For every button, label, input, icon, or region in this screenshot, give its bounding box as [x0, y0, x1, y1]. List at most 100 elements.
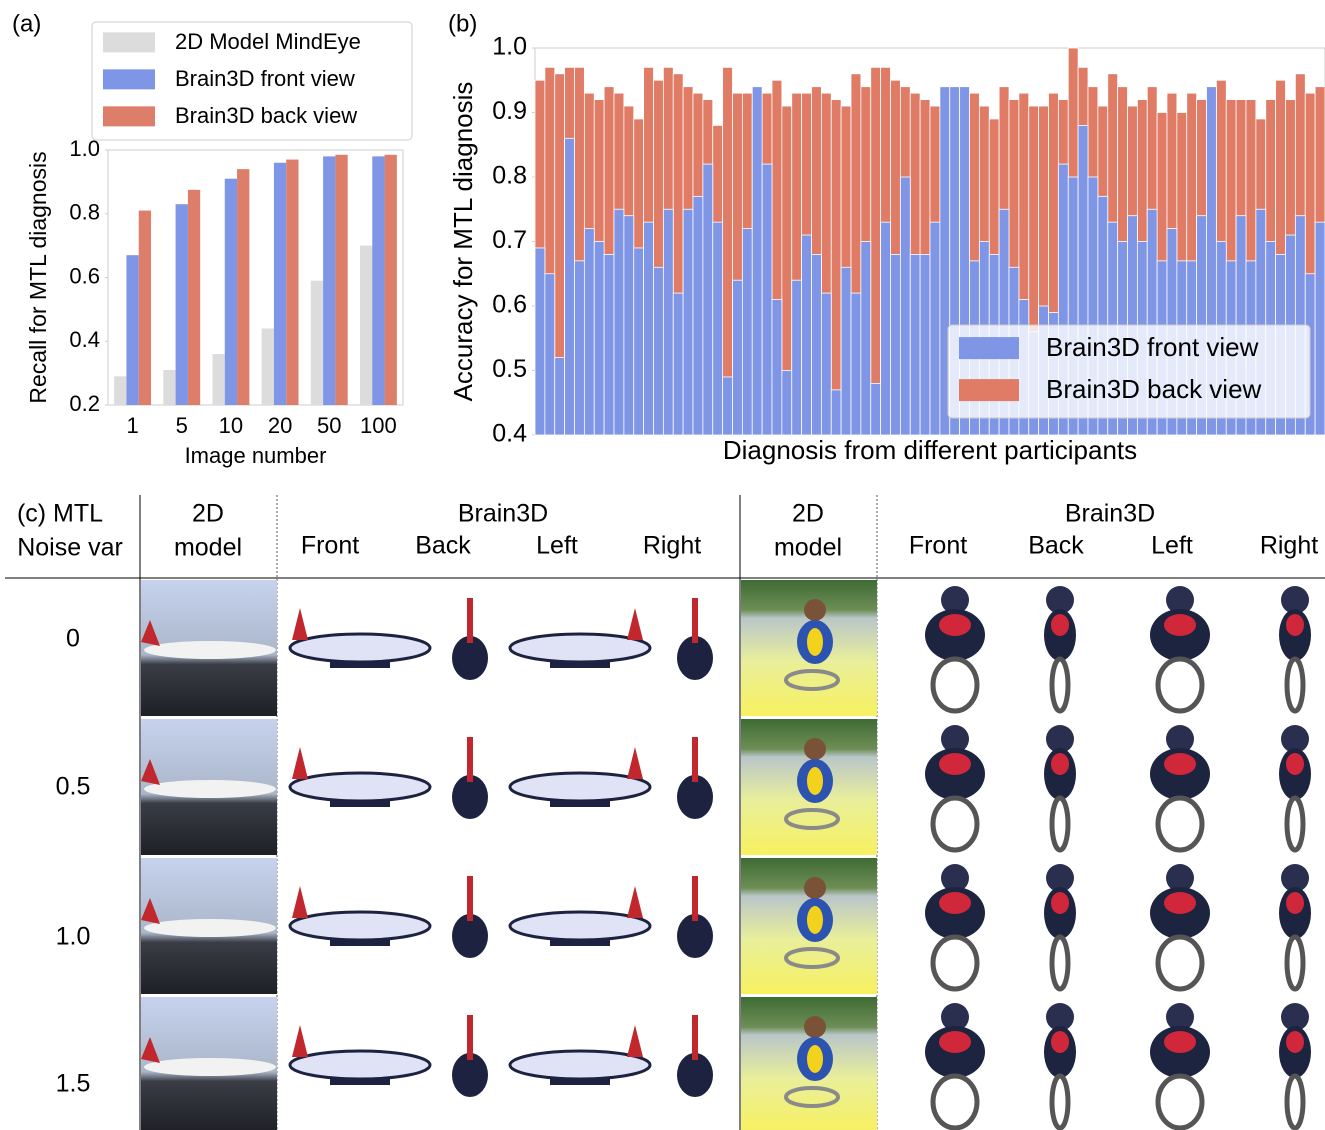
bar	[643, 221, 654, 436]
plot-frame	[107, 149, 404, 406]
plane-tail	[141, 620, 160, 646]
bar	[751, 86, 763, 436]
bar	[163, 369, 176, 405]
column-header: 2D	[792, 500, 824, 528]
panel-label: (b)	[448, 10, 477, 37]
rider-head	[1166, 864, 1194, 892]
bike-wheel	[1284, 656, 1306, 714]
bar	[702, 163, 714, 436]
legend-box	[91, 21, 413, 141]
bike-wheel	[1155, 795, 1205, 853]
rider-jersey	[939, 892, 971, 914]
bar	[534, 247, 546, 436]
bar	[712, 221, 724, 436]
bar	[682, 208, 694, 436]
rider-jersey	[1164, 1031, 1196, 1053]
legend-label: Brain3D front view	[1046, 332, 1259, 362]
plane-3d-tail	[467, 737, 473, 782]
bar	[732, 279, 743, 436]
bar	[261, 328, 274, 405]
bar	[890, 253, 901, 436]
rider-jersey	[939, 614, 971, 636]
plane-3d-gear	[550, 1079, 610, 1085]
legend-label: Brain3D back view	[1046, 374, 1262, 404]
board	[784, 1086, 840, 1108]
y-tick-label: 1.0	[492, 33, 527, 61]
plane-3d-tail	[467, 598, 473, 643]
plane-3d	[452, 1053, 488, 1097]
view-header: Front	[301, 532, 359, 560]
plane-3d-gear	[330, 1079, 390, 1085]
rider-head	[1281, 1003, 1309, 1031]
board	[784, 669, 840, 691]
person-head	[804, 1016, 826, 1038]
rider-head	[1281, 864, 1309, 892]
bar	[175, 204, 188, 405]
rider-jersey	[1286, 614, 1304, 636]
bar	[138, 210, 152, 405]
plane-tail	[141, 759, 160, 785]
y-tick-label: 0.8	[492, 162, 527, 190]
y-axis-title: Accuracy for MTL diagnosis	[448, 82, 478, 402]
bike-wheel	[930, 795, 980, 853]
rider-jersey	[1164, 753, 1196, 775]
plane-3d-tail	[467, 1015, 473, 1060]
person-vest	[807, 767, 823, 795]
rider-jersey	[1286, 1031, 1304, 1053]
row-label: 0	[66, 625, 80, 653]
plane-3d-gear	[550, 940, 610, 946]
plane-3d-tail	[467, 876, 473, 921]
bike-wheel	[1284, 1073, 1306, 1130]
view-header: Right	[643, 532, 701, 560]
rider-head	[1281, 725, 1309, 753]
bike-wheel	[1049, 656, 1071, 714]
plane-3d-gear	[330, 801, 390, 807]
image-row	[141, 858, 1311, 994]
person-vest	[807, 1045, 823, 1073]
rider-jersey	[1051, 753, 1069, 775]
plane-3d-tail	[627, 886, 643, 918]
bar	[623, 215, 635, 436]
column-header: Brain3D	[1065, 500, 1155, 528]
rider-head	[1166, 725, 1194, 753]
x-tick-label: 100	[360, 413, 397, 438]
board	[784, 808, 840, 830]
bar	[286, 159, 299, 405]
row-label: 1.5	[56, 1070, 91, 1098]
plane-3d-tail	[292, 886, 308, 918]
plane-3d	[677, 775, 713, 819]
plane-3d-tail	[627, 608, 643, 640]
image-row	[141, 997, 1311, 1130]
bar	[613, 208, 625, 436]
row-label: 0.5	[56, 773, 91, 801]
bar	[811, 253, 822, 436]
rider-head	[941, 725, 969, 753]
y-axis-title: Recall for MTL diagnosis	[25, 151, 51, 403]
bar	[909, 253, 921, 436]
bar	[633, 247, 645, 436]
bar	[273, 162, 287, 405]
plane-3d-gear	[550, 662, 610, 668]
plane-3d-tail	[627, 747, 643, 779]
plane-3d	[452, 775, 488, 819]
x-tick-label: 5	[176, 413, 188, 438]
bar	[335, 154, 348, 405]
legend-swatch	[103, 69, 155, 90]
bar	[603, 253, 615, 436]
plane-3d-tail	[292, 1025, 308, 1057]
row-header: (c) MTL	[17, 500, 103, 528]
plane-3d-tail	[692, 598, 698, 643]
image-row	[141, 580, 1311, 716]
plane-3d-tail	[627, 1025, 643, 1057]
rider-head	[1046, 586, 1074, 614]
view-header: Left	[1151, 532, 1193, 560]
panel-c: (c) MTL Noise var 2D model Brain3D Front…	[5, 495, 1325, 1130]
plane-tail	[141, 898, 160, 924]
legend-swatch	[959, 379, 1019, 402]
bar	[722, 376, 733, 436]
rider-head	[1166, 1003, 1194, 1031]
bar	[372, 156, 385, 405]
bar	[323, 156, 336, 405]
row-label: 1.0	[56, 923, 91, 951]
plane-body	[144, 1058, 276, 1076]
